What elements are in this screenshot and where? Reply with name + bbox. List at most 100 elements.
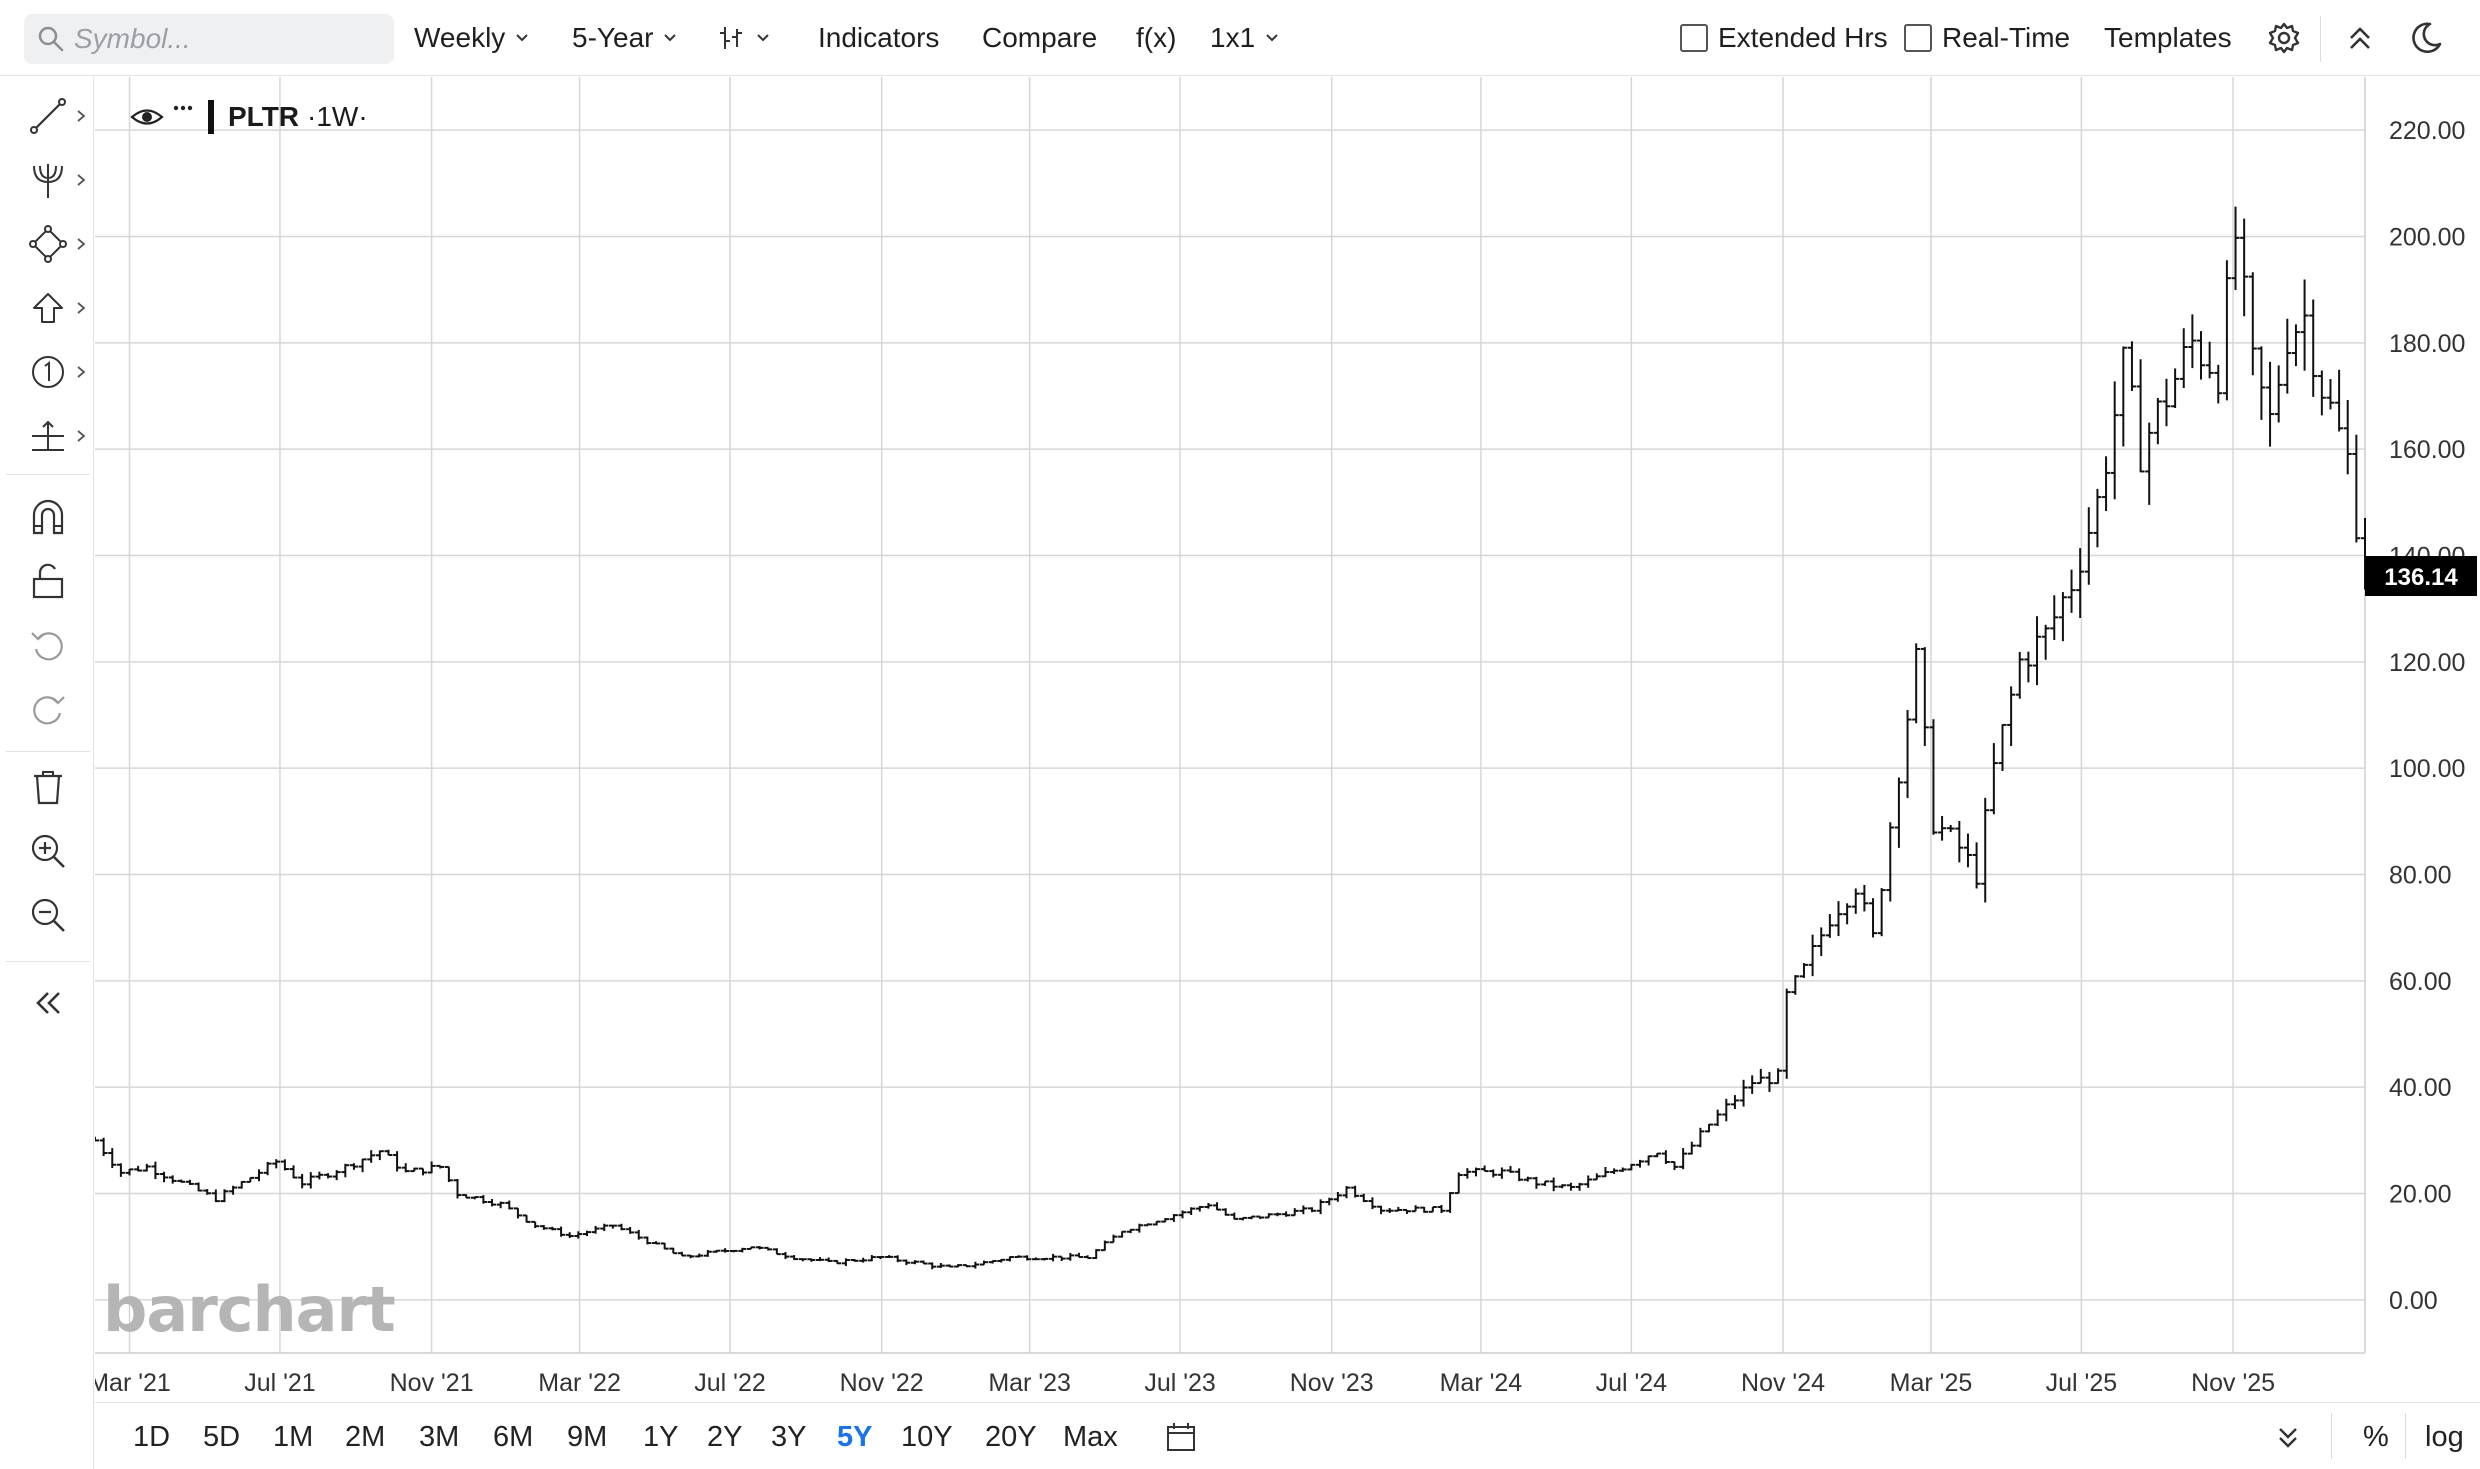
range-button-20y[interactable]: 20Y	[985, 1421, 1037, 1453]
range-button-2y[interactable]: 2Y	[707, 1421, 743, 1453]
range-button-1y[interactable]: 1Y	[643, 1421, 679, 1453]
zoom-out-icon[interactable]	[28, 895, 68, 935]
y-tick-label: 100.00	[2389, 755, 2465, 783]
line-tool-icon[interactable]	[28, 96, 68, 136]
range-button-1m[interactable]: 1M	[273, 1421, 314, 1453]
chevron-down-icon	[757, 34, 769, 42]
top-toolbar: Weekly 5-Year Indicators Compare f(x) 1x…	[0, 0, 2480, 76]
x-tick-label: Nov '24	[1741, 1369, 1825, 1397]
eye-icon[interactable]	[130, 100, 164, 134]
y-tick-label: 220.00	[2389, 117, 2465, 145]
x-tick-label: Jul '23	[1144, 1369, 1215, 1397]
chevron-down-icon	[664, 34, 677, 42]
calendar-icon[interactable]	[1165, 1421, 1197, 1453]
last-price-label: 136.14	[2384, 564, 2458, 591]
magnet-icon[interactable]	[28, 497, 68, 537]
range-button-1d[interactable]: 1D	[133, 1421, 171, 1453]
chevron-right-icon	[77, 302, 86, 314]
more-options-icon[interactable]	[172, 100, 194, 134]
x-tick-label: Mar '24	[1440, 1369, 1523, 1397]
period-label: 5-Year	[572, 22, 654, 53]
compare-label: Compare	[982, 22, 1098, 53]
realtime-checkbox[interactable]	[1904, 24, 1932, 52]
range-button-5d[interactable]: 5D	[203, 1421, 241, 1453]
y-tick-label: 0.00	[2389, 1287, 2438, 1315]
collapse-left-icon[interactable]	[28, 983, 68, 1023]
pitchfork-icon[interactable]	[28, 160, 68, 200]
x-tick-label: Nov '21	[390, 1369, 474, 1397]
extended-hrs-toggle[interactable]: Extended Hrs	[1680, 16, 1888, 60]
fx-button[interactable]: f(x)	[1136, 16, 1176, 60]
y-tick-label: 40.00	[2389, 1074, 2452, 1102]
extended-hrs-checkbox[interactable]	[1680, 24, 1708, 52]
range-button-max[interactable]: Max	[1063, 1421, 1118, 1453]
range-button-9m[interactable]: 9M	[567, 1421, 608, 1453]
x-tick-label: Nov '23	[1290, 1369, 1374, 1397]
indicators-button[interactable]: Indicators	[818, 16, 939, 60]
extended-hrs-label: Extended Hrs	[1718, 22, 1888, 53]
templates-label: Templates	[2104, 22, 2232, 53]
undo-icon[interactable]	[28, 625, 68, 665]
marker-one-icon[interactable]	[28, 352, 68, 392]
interval-dropdown[interactable]: Weekly	[414, 16, 529, 60]
period-dropdown[interactable]: 5-Year	[572, 16, 677, 60]
percent-toggle[interactable]: %	[2363, 1421, 2389, 1453]
chart-area[interactable]: 0.0020.0040.0060.0080.00100.00120.00140.…	[95, 77, 2480, 1399]
chevron-down-icon	[516, 34, 529, 42]
trash-icon[interactable]	[28, 767, 68, 807]
range-button-3m[interactable]: 3M	[419, 1421, 460, 1453]
range-button-10y[interactable]: 10Y	[901, 1421, 953, 1453]
y-tick-label: 200.00	[2389, 224, 2465, 252]
symbol-input[interactable]	[74, 19, 374, 59]
range-bar-divider	[2405, 1413, 2406, 1459]
double-chevron-up-icon[interactable]	[2342, 20, 2378, 56]
range-button-2m[interactable]: 2M	[345, 1421, 386, 1453]
x-tick-label: Nov '25	[2191, 1369, 2275, 1397]
double-chevron-down-icon[interactable]	[2273, 1423, 2303, 1453]
x-tick-label: Jul '22	[694, 1369, 765, 1397]
y-tick-label: 120.00	[2389, 649, 2465, 677]
measure-icon[interactable]	[28, 416, 68, 456]
realtime-label: Real-Time	[1942, 22, 2071, 53]
range-bar: 1D 5D 1M 2M 3M 6M 9M 1Y 2Y 3Y 5Y 10Y 20Y Max % log	[95, 1402, 2480, 1469]
gear-icon[interactable]	[2266, 20, 2302, 56]
x-tick-label: Jul '25	[2046, 1369, 2117, 1397]
log-toggle[interactable]: log	[2425, 1421, 2464, 1453]
moon-icon[interactable]	[2408, 20, 2444, 56]
price-chart[interactable]: 0.0020.0040.0060.0080.00100.00120.00140.…	[95, 77, 2480, 1399]
rail-divider	[6, 751, 90, 752]
chart-type-dropdown[interactable]	[716, 16, 770, 60]
chevron-right-icon	[77, 174, 86, 186]
chevron-right-icon	[77, 366, 86, 378]
layout-label: 1x1	[1210, 22, 1256, 53]
shape-tool-icon[interactable]	[28, 224, 68, 264]
zoom-in-icon[interactable]	[28, 831, 68, 871]
ohlc-bars-icon	[720, 27, 742, 49]
range-bar-divider	[2331, 1413, 2332, 1459]
y-tick-label: 60.00	[2389, 968, 2452, 996]
drawing-tools-rail	[0, 77, 94, 1469]
arrow-up-icon[interactable]	[28, 288, 68, 328]
realtime-toggle[interactable]: Real-Time	[1904, 16, 2070, 60]
series-color-swatch	[208, 100, 214, 134]
layout-dropdown[interactable]: 1x1	[1210, 16, 1279, 60]
legend-interval: ·1W·	[307, 101, 368, 132]
unlock-icon[interactable]	[28, 561, 68, 601]
x-tick-label: Mar '21	[95, 1369, 171, 1397]
legend-ticker: PLTR	[228, 101, 300, 132]
rail-divider	[6, 961, 90, 962]
compare-button[interactable]: Compare	[982, 16, 1097, 60]
templates-button[interactable]: Templates	[2104, 16, 2232, 60]
indicators-label: Indicators	[818, 22, 940, 53]
toolbar-divider	[2320, 16, 2321, 62]
range-button-5y[interactable]: 5Y	[837, 1421, 873, 1453]
barchart-watermark: barchart	[103, 1273, 396, 1346]
range-button-6m[interactable]: 6M	[493, 1421, 534, 1453]
redo-icon[interactable]	[28, 689, 68, 729]
symbol-search-box[interactable]	[24, 14, 394, 64]
y-tick-label: 20.00	[2389, 1181, 2452, 1209]
search-icon	[38, 26, 64, 52]
range-button-3y[interactable]: 3Y	[771, 1421, 807, 1453]
chevron-right-icon	[77, 238, 86, 250]
y-tick-label: 160.00	[2389, 436, 2465, 464]
